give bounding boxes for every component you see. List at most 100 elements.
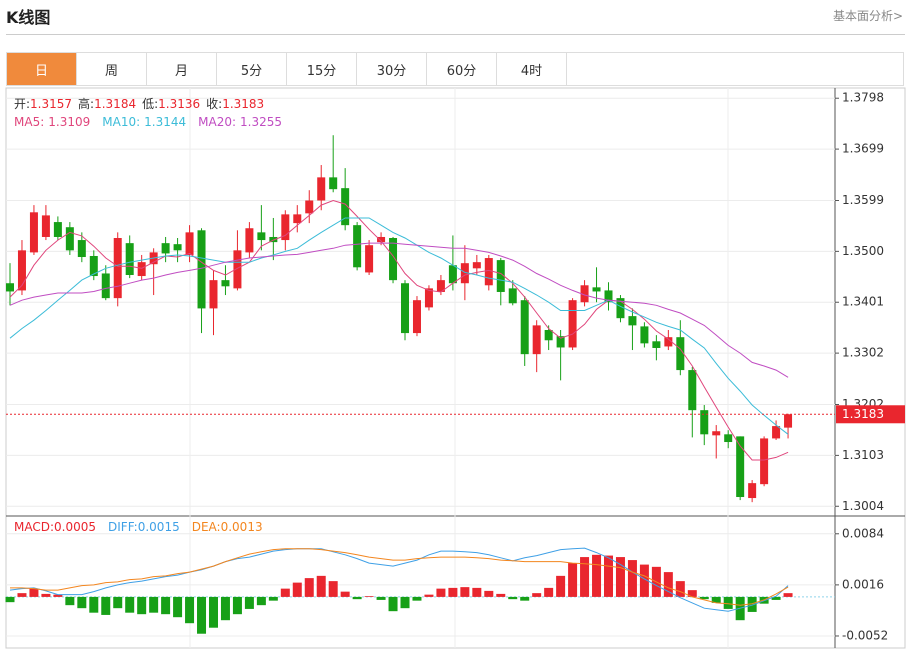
fundamental-link[interactable]: 基本面分析>	[832, 9, 903, 23]
candle-body	[520, 300, 529, 355]
candle-body	[269, 236, 278, 243]
candle-body	[6, 283, 14, 292]
macd-bar	[412, 596, 422, 601]
candle-body	[532, 325, 541, 355]
y-tick-label: 1.3599	[842, 193, 884, 207]
candle-body	[101, 273, 110, 299]
y-tick-label: 0.0084	[842, 526, 884, 540]
candle-body	[89, 255, 98, 277]
candle-body	[784, 414, 793, 428]
macd-bar	[256, 596, 266, 606]
candle-body	[772, 426, 781, 439]
candle-body	[592, 287, 601, 292]
macd-bar	[723, 596, 733, 609]
candle-body	[17, 250, 26, 291]
candle-body	[652, 341, 661, 348]
candle-body	[257, 232, 266, 241]
indicator-line	[9, 199, 789, 461]
macd-bar	[41, 593, 51, 597]
macd-bar	[663, 572, 673, 597]
y-tick-label: 1.3500	[842, 244, 884, 258]
macd-bar	[17, 593, 27, 597]
tab[interactable]: 月	[147, 53, 217, 85]
macd-bar	[651, 566, 661, 597]
y-tick-label: 1.3699	[842, 142, 884, 156]
macd-bar	[376, 596, 386, 600]
macd-bar	[316, 575, 326, 597]
candle-body	[736, 436, 745, 498]
legend-value: 1.3136	[158, 97, 200, 111]
tab[interactable]: 15分	[287, 53, 357, 85]
candle-body	[149, 252, 158, 265]
macd-bar	[639, 564, 649, 597]
macd-bar	[544, 587, 554, 597]
tab[interactable]: 4时	[497, 53, 567, 85]
macd-bar	[280, 588, 290, 597]
tab[interactable]: 日	[7, 53, 77, 85]
y-tick-label: 0.0016	[842, 577, 884, 591]
macd-bar	[627, 560, 637, 597]
legend-value: 1.3255	[240, 115, 282, 129]
candle-body	[568, 300, 577, 348]
macd-bar	[137, 596, 147, 615]
macd-bar	[472, 587, 482, 597]
macd-bar	[747, 596, 757, 612]
candle-body	[29, 212, 38, 253]
legend-value: 1.3184	[94, 97, 136, 111]
y-tick-label: 1.3401	[842, 295, 884, 309]
legend-value: 1.3144	[144, 115, 186, 129]
legend-value: 1.3183	[222, 97, 264, 111]
macd-bar	[304, 578, 314, 597]
macd-bar	[388, 596, 398, 612]
candle-body	[113, 238, 122, 299]
macd-bar	[460, 587, 470, 597]
y-tick-label: 1.3004	[842, 499, 884, 513]
candle-body	[41, 215, 50, 237]
macd-bar	[89, 596, 99, 613]
candle-body	[245, 228, 254, 253]
candle-body	[209, 280, 218, 309]
macd-bar	[292, 582, 302, 597]
page-title: K线图	[6, 8, 51, 27]
legend-label: 高:	[78, 96, 94, 111]
period-tabs: 日 周 月 5分 15分 30分 60分 4时	[6, 52, 904, 86]
tab[interactable]: 30分	[357, 53, 427, 85]
candle-body	[377, 236, 386, 243]
macd-bar	[220, 596, 230, 621]
candle-body	[329, 177, 338, 190]
candle-body	[53, 222, 62, 237]
tab[interactable]: 60分	[427, 53, 497, 85]
candle-body	[353, 225, 362, 268]
candle-body	[628, 316, 637, 326]
macd-bar	[436, 588, 446, 597]
tab[interactable]: 5分	[217, 53, 287, 85]
legend-label: DEA:	[192, 520, 221, 534]
candle-body	[544, 329, 553, 341]
candle-body	[508, 288, 517, 304]
chart-frame	[5, 87, 906, 649]
macd-bar	[532, 593, 542, 597]
legend-value: 0.0015	[138, 520, 180, 534]
y-tick-label: 1.3103	[842, 448, 884, 462]
candle-body	[616, 298, 625, 319]
candle-body	[185, 232, 194, 255]
macd-bar	[65, 596, 75, 606]
candle-body	[424, 288, 433, 308]
macd-bar	[675, 581, 685, 597]
candle-body	[556, 336, 565, 348]
macd-bar	[173, 596, 183, 618]
macd-legend: MACD:0.0005 DIFF:0.0015 DEA:0.0013	[14, 520, 263, 534]
candle-body	[161, 243, 170, 254]
divider	[6, 34, 905, 35]
macd-bar	[711, 596, 721, 603]
candle-body	[412, 300, 421, 334]
macd-bar	[352, 596, 362, 600]
candle-body	[676, 337, 685, 371]
macd-bar	[520, 596, 530, 601]
macd-bar	[508, 596, 518, 600]
tab[interactable]: 周	[77, 53, 147, 85]
macd-bar	[484, 590, 494, 597]
macd-bar	[197, 596, 207, 634]
macd-bar	[328, 581, 338, 597]
macd-bar	[340, 591, 350, 597]
